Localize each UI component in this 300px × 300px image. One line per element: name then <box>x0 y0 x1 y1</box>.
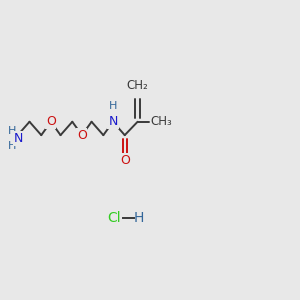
Text: N: N <box>108 115 118 128</box>
Text: O: O <box>77 129 87 142</box>
Text: N: N <box>14 132 23 145</box>
Text: Cl: Cl <box>107 212 121 225</box>
Text: H: H <box>8 141 16 152</box>
Text: O: O <box>120 154 130 167</box>
Text: CH₂: CH₂ <box>127 79 148 92</box>
Text: CH₃: CH₃ <box>151 115 172 128</box>
Text: O: O <box>46 115 56 128</box>
Text: H: H <box>109 101 117 111</box>
Text: H: H <box>134 212 144 225</box>
Text: H: H <box>8 126 16 136</box>
